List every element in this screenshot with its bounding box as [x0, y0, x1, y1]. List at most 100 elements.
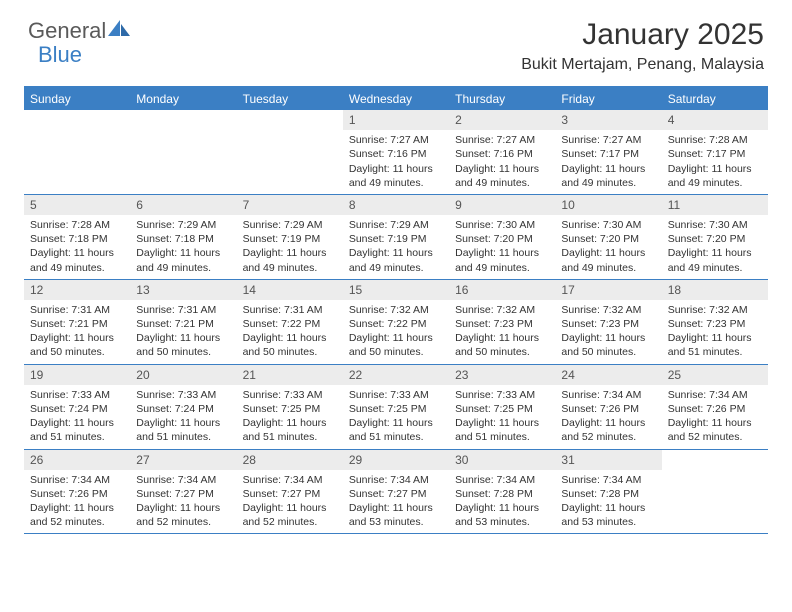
day-cell: 5Sunrise: 7:28 AMSunset: 7:18 PMDaylight…: [24, 195, 130, 279]
day-cell: 14Sunrise: 7:31 AMSunset: 7:22 PMDayligh…: [237, 280, 343, 364]
day-number: 1: [343, 110, 449, 130]
sunset-line: Sunset: 7:16 PM: [455, 147, 549, 161]
sunrise-line: Sunrise: 7:29 AM: [136, 218, 230, 232]
daylight-line: Daylight: 11 hours and 50 minutes.: [136, 331, 230, 359]
day-number: 18: [662, 280, 768, 300]
day-cell: .: [24, 110, 130, 194]
daylight-line: Daylight: 11 hours and 50 minutes.: [243, 331, 337, 359]
logo-text-gray: General: [28, 18, 106, 44]
daylight-line: Daylight: 11 hours and 49 minutes.: [561, 246, 655, 274]
sunset-line: Sunset: 7:23 PM: [668, 317, 762, 331]
day-cell: 7Sunrise: 7:29 AMSunset: 7:19 PMDaylight…: [237, 195, 343, 279]
day-number: 11: [662, 195, 768, 215]
sunset-line: Sunset: 7:23 PM: [455, 317, 549, 331]
daylight-line: Daylight: 11 hours and 49 minutes.: [668, 162, 762, 190]
daylight-line: Daylight: 11 hours and 49 minutes.: [668, 246, 762, 274]
daylight-line: Daylight: 11 hours and 52 minutes.: [136, 501, 230, 529]
daylight-line: Daylight: 11 hours and 49 minutes.: [349, 246, 443, 274]
sunrise-line: Sunrise: 7:34 AM: [30, 473, 124, 487]
day-cell: 13Sunrise: 7:31 AMSunset: 7:21 PMDayligh…: [130, 280, 236, 364]
day-cell: 12Sunrise: 7:31 AMSunset: 7:21 PMDayligh…: [24, 280, 130, 364]
day-cell: 1Sunrise: 7:27 AMSunset: 7:16 PMDaylight…: [343, 110, 449, 194]
daylight-line: Daylight: 11 hours and 50 minutes.: [30, 331, 124, 359]
daylight-line: Daylight: 11 hours and 49 minutes.: [455, 246, 549, 274]
day-number: 25: [662, 365, 768, 385]
weekday-header-cell: Wednesday: [343, 88, 449, 110]
day-body: Sunrise: 7:27 AMSunset: 7:17 PMDaylight:…: [555, 132, 661, 194]
day-cell: 18Sunrise: 7:32 AMSunset: 7:23 PMDayligh…: [662, 280, 768, 364]
sunset-line: Sunset: 7:26 PM: [30, 487, 124, 501]
day-number: 30: [449, 450, 555, 470]
day-body: Sunrise: 7:33 AMSunset: 7:25 PMDaylight:…: [343, 387, 449, 449]
sunset-line: Sunset: 7:28 PM: [561, 487, 655, 501]
day-number: 13: [130, 280, 236, 300]
day-body: Sunrise: 7:34 AMSunset: 7:27 PMDaylight:…: [343, 472, 449, 534]
sunrise-line: Sunrise: 7:28 AM: [668, 133, 762, 147]
day-body: Sunrise: 7:34 AMSunset: 7:28 PMDaylight:…: [555, 472, 661, 534]
daylight-line: Daylight: 11 hours and 52 minutes.: [243, 501, 337, 529]
day-body: Sunrise: 7:32 AMSunset: 7:23 PMDaylight:…: [449, 302, 555, 364]
sunrise-line: Sunrise: 7:30 AM: [561, 218, 655, 232]
sunrise-line: Sunrise: 7:34 AM: [136, 473, 230, 487]
day-cell: 29Sunrise: 7:34 AMSunset: 7:27 PMDayligh…: [343, 450, 449, 534]
sunrise-line: Sunrise: 7:27 AM: [561, 133, 655, 147]
day-cell: 24Sunrise: 7:34 AMSunset: 7:26 PMDayligh…: [555, 365, 661, 449]
sunset-line: Sunset: 7:28 PM: [455, 487, 549, 501]
day-cell: 19Sunrise: 7:33 AMSunset: 7:24 PMDayligh…: [24, 365, 130, 449]
sunrise-line: Sunrise: 7:33 AM: [455, 388, 549, 402]
sunrise-line: Sunrise: 7:29 AM: [349, 218, 443, 232]
day-number: 28: [237, 450, 343, 470]
daylight-line: Daylight: 11 hours and 53 minutes.: [561, 501, 655, 529]
day-body: Sunrise: 7:31 AMSunset: 7:22 PMDaylight:…: [237, 302, 343, 364]
day-body: Sunrise: 7:29 AMSunset: 7:19 PMDaylight:…: [343, 217, 449, 279]
sunrise-line: Sunrise: 7:33 AM: [243, 388, 337, 402]
day-body: Sunrise: 7:28 AMSunset: 7:18 PMDaylight:…: [24, 217, 130, 279]
day-body: Sunrise: 7:33 AMSunset: 7:24 PMDaylight:…: [130, 387, 236, 449]
day-number: 14: [237, 280, 343, 300]
weekday-header-cell: Thursday: [449, 88, 555, 110]
week-row: 12Sunrise: 7:31 AMSunset: 7:21 PMDayligh…: [24, 280, 768, 365]
sunrise-line: Sunrise: 7:32 AM: [349, 303, 443, 317]
sunset-line: Sunset: 7:24 PM: [30, 402, 124, 416]
day-number: 3: [555, 110, 661, 130]
daylight-line: Daylight: 11 hours and 49 minutes.: [243, 246, 337, 274]
sunset-line: Sunset: 7:20 PM: [455, 232, 549, 246]
daylight-line: Daylight: 11 hours and 52 minutes.: [561, 416, 655, 444]
day-number: 16: [449, 280, 555, 300]
day-cell: 8Sunrise: 7:29 AMSunset: 7:19 PMDaylight…: [343, 195, 449, 279]
sunrise-line: Sunrise: 7:30 AM: [668, 218, 762, 232]
day-cell: 31Sunrise: 7:34 AMSunset: 7:28 PMDayligh…: [555, 450, 661, 534]
sunrise-line: Sunrise: 7:34 AM: [455, 473, 549, 487]
page-title: January 2025: [521, 18, 764, 52]
sunset-line: Sunset: 7:17 PM: [561, 147, 655, 161]
weekday-header-cell: Sunday: [24, 88, 130, 110]
day-number: 22: [343, 365, 449, 385]
sunset-line: Sunset: 7:27 PM: [349, 487, 443, 501]
sunset-line: Sunset: 7:27 PM: [136, 487, 230, 501]
sunset-line: Sunset: 7:21 PM: [136, 317, 230, 331]
weekday-header-cell: Tuesday: [237, 88, 343, 110]
week-row: 26Sunrise: 7:34 AMSunset: 7:26 PMDayligh…: [24, 450, 768, 535]
week-row: 5Sunrise: 7:28 AMSunset: 7:18 PMDaylight…: [24, 195, 768, 280]
day-body: Sunrise: 7:31 AMSunset: 7:21 PMDaylight:…: [130, 302, 236, 364]
day-body: Sunrise: 7:33 AMSunset: 7:24 PMDaylight:…: [24, 387, 130, 449]
header: General January 2025 Bukit Mertajam, Pen…: [0, 0, 792, 80]
day-body: Sunrise: 7:34 AMSunset: 7:26 PMDaylight:…: [24, 472, 130, 534]
sunset-line: Sunset: 7:19 PM: [349, 232, 443, 246]
sunrise-line: Sunrise: 7:34 AM: [243, 473, 337, 487]
sunset-line: Sunset: 7:27 PM: [243, 487, 337, 501]
sunrise-line: Sunrise: 7:33 AM: [349, 388, 443, 402]
week-row: ...1Sunrise: 7:27 AMSunset: 7:16 PMDayli…: [24, 110, 768, 195]
daylight-line: Daylight: 11 hours and 53 minutes.: [349, 501, 443, 529]
day-number: 5: [24, 195, 130, 215]
daylight-line: Daylight: 11 hours and 51 minutes.: [668, 331, 762, 359]
sunrise-line: Sunrise: 7:34 AM: [561, 473, 655, 487]
daylight-line: Daylight: 11 hours and 49 minutes.: [455, 162, 549, 190]
daylight-line: Daylight: 11 hours and 49 minutes.: [30, 246, 124, 274]
sunrise-line: Sunrise: 7:32 AM: [455, 303, 549, 317]
sunset-line: Sunset: 7:23 PM: [561, 317, 655, 331]
weekday-header-cell: Saturday: [662, 88, 768, 110]
sunrise-line: Sunrise: 7:28 AM: [30, 218, 124, 232]
day-body: Sunrise: 7:34 AMSunset: 7:27 PMDaylight:…: [130, 472, 236, 534]
day-number: 10: [555, 195, 661, 215]
